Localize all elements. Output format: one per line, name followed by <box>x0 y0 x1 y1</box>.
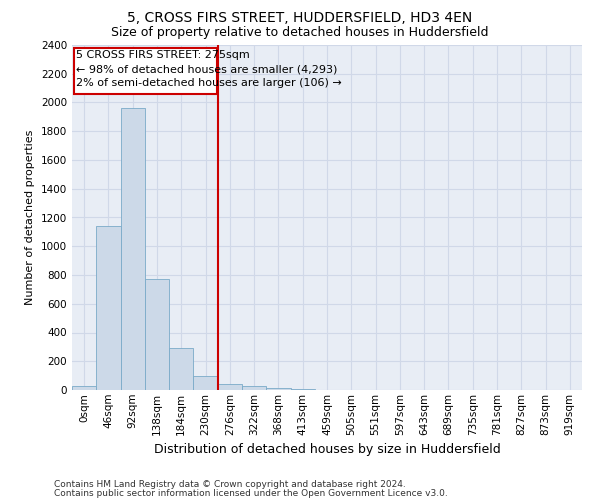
Bar <box>96 226 121 390</box>
Bar <box>218 384 242 390</box>
Bar <box>145 280 169 390</box>
FancyBboxPatch shape <box>74 48 217 94</box>
Text: 5 CROSS FIRS STREET: 275sqm
← 98% of detached houses are smaller (4,293)
2% of s: 5 CROSS FIRS STREET: 275sqm ← 98% of det… <box>76 50 342 88</box>
Text: Contains public sector information licensed under the Open Government Licence v3: Contains public sector information licen… <box>54 488 448 498</box>
Bar <box>266 388 290 390</box>
Text: 5, CROSS FIRS STREET, HUDDERSFIELD, HD3 4EN: 5, CROSS FIRS STREET, HUDDERSFIELD, HD3 … <box>127 11 473 25</box>
Y-axis label: Number of detached properties: Number of detached properties <box>25 130 35 305</box>
Bar <box>193 376 218 390</box>
X-axis label: Distribution of detached houses by size in Huddersfield: Distribution of detached houses by size … <box>154 443 500 456</box>
Bar <box>72 386 96 390</box>
Text: Size of property relative to detached houses in Huddersfield: Size of property relative to detached ho… <box>111 26 489 39</box>
Bar <box>169 348 193 390</box>
Text: Contains HM Land Registry data © Crown copyright and database right 2024.: Contains HM Land Registry data © Crown c… <box>54 480 406 489</box>
Bar <box>121 108 145 390</box>
Bar <box>242 386 266 390</box>
